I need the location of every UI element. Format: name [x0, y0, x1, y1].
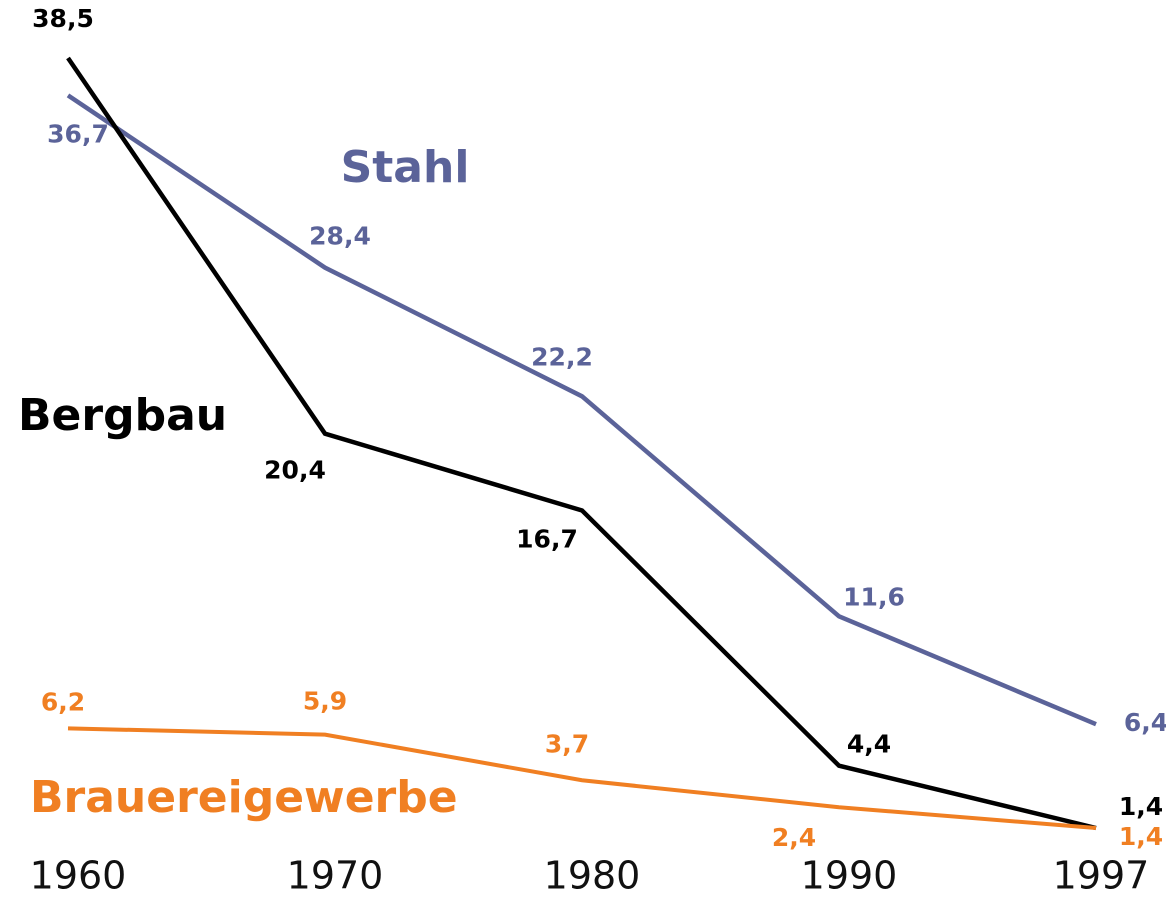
- line: [67, 726, 1097, 830]
- value-label: 20,4: [264, 456, 326, 485]
- x-tick-label: 1970: [287, 854, 384, 897]
- value-label: 16,7: [516, 524, 578, 553]
- line: [66, 56, 1097, 831]
- series-label: Stahl: [341, 142, 470, 193]
- value-label: 1,4: [1119, 822, 1163, 851]
- series-label: Brauereigewerbe: [30, 772, 458, 823]
- value-label: 36,7: [47, 119, 109, 148]
- value-label: 6,2: [41, 687, 85, 716]
- value-label: 22,2: [531, 342, 593, 371]
- value-label: 3,7: [545, 729, 589, 758]
- value-label: 28,4: [309, 222, 371, 251]
- value-label: 1,4: [1119, 792, 1163, 821]
- value-label: 38,5: [32, 4, 94, 33]
- line: [66, 93, 1097, 727]
- value-label: 11,6: [843, 582, 905, 611]
- value-label: 4,4: [847, 730, 891, 759]
- series-label: Bergbau: [18, 390, 227, 441]
- value-label: 2,4: [772, 823, 816, 852]
- value-label: 6,4: [1124, 708, 1166, 737]
- x-tick-label: 1980: [544, 854, 641, 897]
- x-tick-label: 1960: [30, 854, 127, 897]
- value-label: 5,9: [303, 687, 347, 716]
- x-tick-label: 1997: [1053, 854, 1150, 897]
- x-tick-label: 1990: [801, 854, 898, 897]
